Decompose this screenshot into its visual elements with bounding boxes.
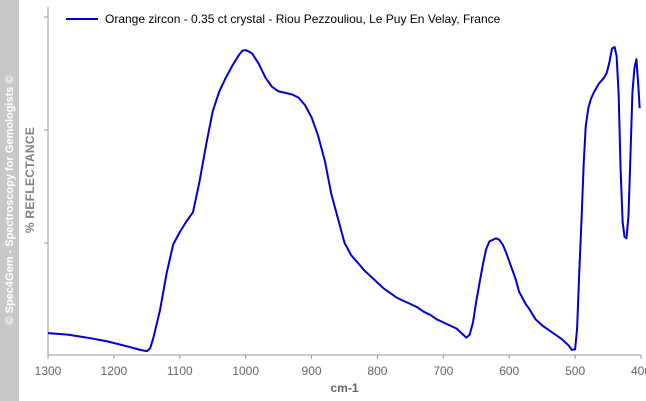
x-tick-label-600: 600 xyxy=(499,364,519,378)
x-tick-label-900: 900 xyxy=(302,364,322,378)
x-axis-ticks xyxy=(47,355,642,359)
x-tick-label-800: 800 xyxy=(367,364,387,378)
watermark-sidebar: © Spec4Gem - Spectroscopy for Gemologist… xyxy=(0,0,19,401)
legend: Orange zircon - 0.35 ct crystal - Riou P… xyxy=(66,12,501,26)
x-tick-label-700: 700 xyxy=(433,364,453,378)
x-tick-label-1200: 1200 xyxy=(101,364,128,378)
y-axis-ticks xyxy=(44,16,48,244)
x-axis-label: cm-1 xyxy=(330,381,358,395)
x-tick-label-1000: 1000 xyxy=(232,364,259,378)
x-tick-label-500: 500 xyxy=(565,364,585,378)
x-tick-label-1100: 1100 xyxy=(167,364,193,378)
series-layer xyxy=(47,46,641,353)
chart-axes xyxy=(47,7,641,356)
series-line-0 xyxy=(47,46,641,353)
x-tick-label-400: 400 xyxy=(631,364,646,378)
x-tick-label-1300: 1300 xyxy=(35,364,62,378)
legend-label: Orange zircon - 0.35 ct crystal - Riou P… xyxy=(105,12,501,26)
x-axis-tick-labels: 1300 1200 1100 1000 900 800 700 600 500 400 xyxy=(35,364,646,378)
